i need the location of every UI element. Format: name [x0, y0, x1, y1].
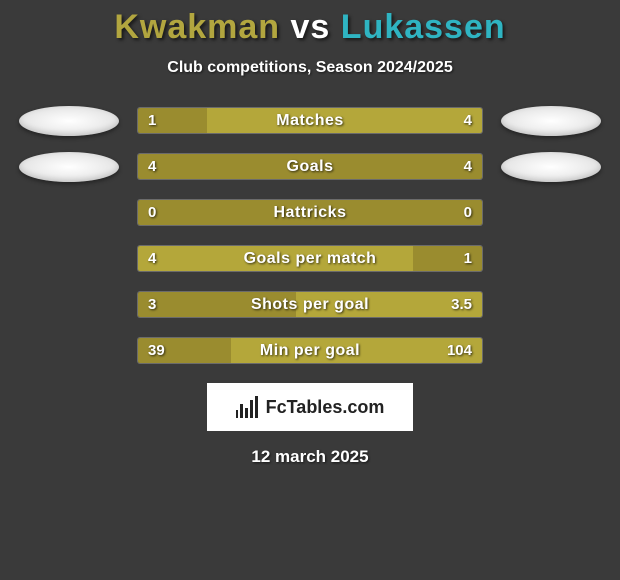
stat-bar-left [138, 292, 296, 317]
player-a-badge [19, 152, 119, 182]
stat-bar-track: 39104Min per goal [137, 337, 483, 364]
stat-left-value: 0 [148, 200, 156, 225]
stat-bar-right [231, 338, 482, 363]
stat-right-value: 4 [464, 108, 472, 133]
stat-left-value: 3 [148, 292, 156, 317]
brand-bars-icon [236, 396, 258, 418]
stat-bar-left [138, 246, 413, 271]
stat-left-value: 4 [148, 246, 156, 271]
stat-row: 41Goals per match [0, 245, 620, 272]
brand-text: FcTables.com [266, 397, 385, 418]
player-a-badge [19, 106, 119, 136]
stat-bar-left [138, 200, 310, 225]
stat-bar-right [207, 108, 482, 133]
stat-bar-track: 00Hattricks [137, 199, 483, 226]
stat-rows: 14Matches44Goals00Hattricks41Goals per m… [0, 107, 620, 364]
stat-row: 33.5Shots per goal [0, 291, 620, 318]
brand-box[interactable]: FcTables.com [207, 383, 413, 431]
stat-row: 00Hattricks [0, 199, 620, 226]
player-b-badge [501, 152, 601, 182]
stat-right-value: 3.5 [451, 292, 472, 317]
stat-bar-right [310, 154, 482, 179]
stat-bar-track: 14Matches [137, 107, 483, 134]
subtitle: Club competitions, Season 2024/2025 [0, 59, 620, 77]
stat-left-value: 39 [148, 338, 165, 363]
comparison-panel: Kwakman vs Lukassen Club competitions, S… [0, 0, 620, 467]
stat-row: 44Goals [0, 153, 620, 180]
player-b-badge [501, 106, 601, 136]
stat-right-value: 0 [464, 200, 472, 225]
page-title: Kwakman vs Lukassen [0, 8, 620, 47]
stat-right-value: 1 [464, 246, 472, 271]
player-b-name: Lukassen [341, 8, 506, 46]
title-vs: vs [291, 8, 331, 46]
stat-bar-left [138, 154, 310, 179]
stat-bar-track: 33.5Shots per goal [137, 291, 483, 318]
stat-bar-track: 41Goals per match [137, 245, 483, 272]
stat-left-value: 4 [148, 154, 156, 179]
stat-right-value: 104 [447, 338, 472, 363]
stat-right-value: 4 [464, 154, 472, 179]
stat-left-value: 1 [148, 108, 156, 133]
stat-bar-track: 44Goals [137, 153, 483, 180]
stat-row: 39104Min per goal [0, 337, 620, 364]
date-text: 12 march 2025 [0, 447, 620, 467]
stat-row: 14Matches [0, 107, 620, 134]
player-a-name: Kwakman [114, 8, 280, 46]
stat-bar-right [310, 200, 482, 225]
